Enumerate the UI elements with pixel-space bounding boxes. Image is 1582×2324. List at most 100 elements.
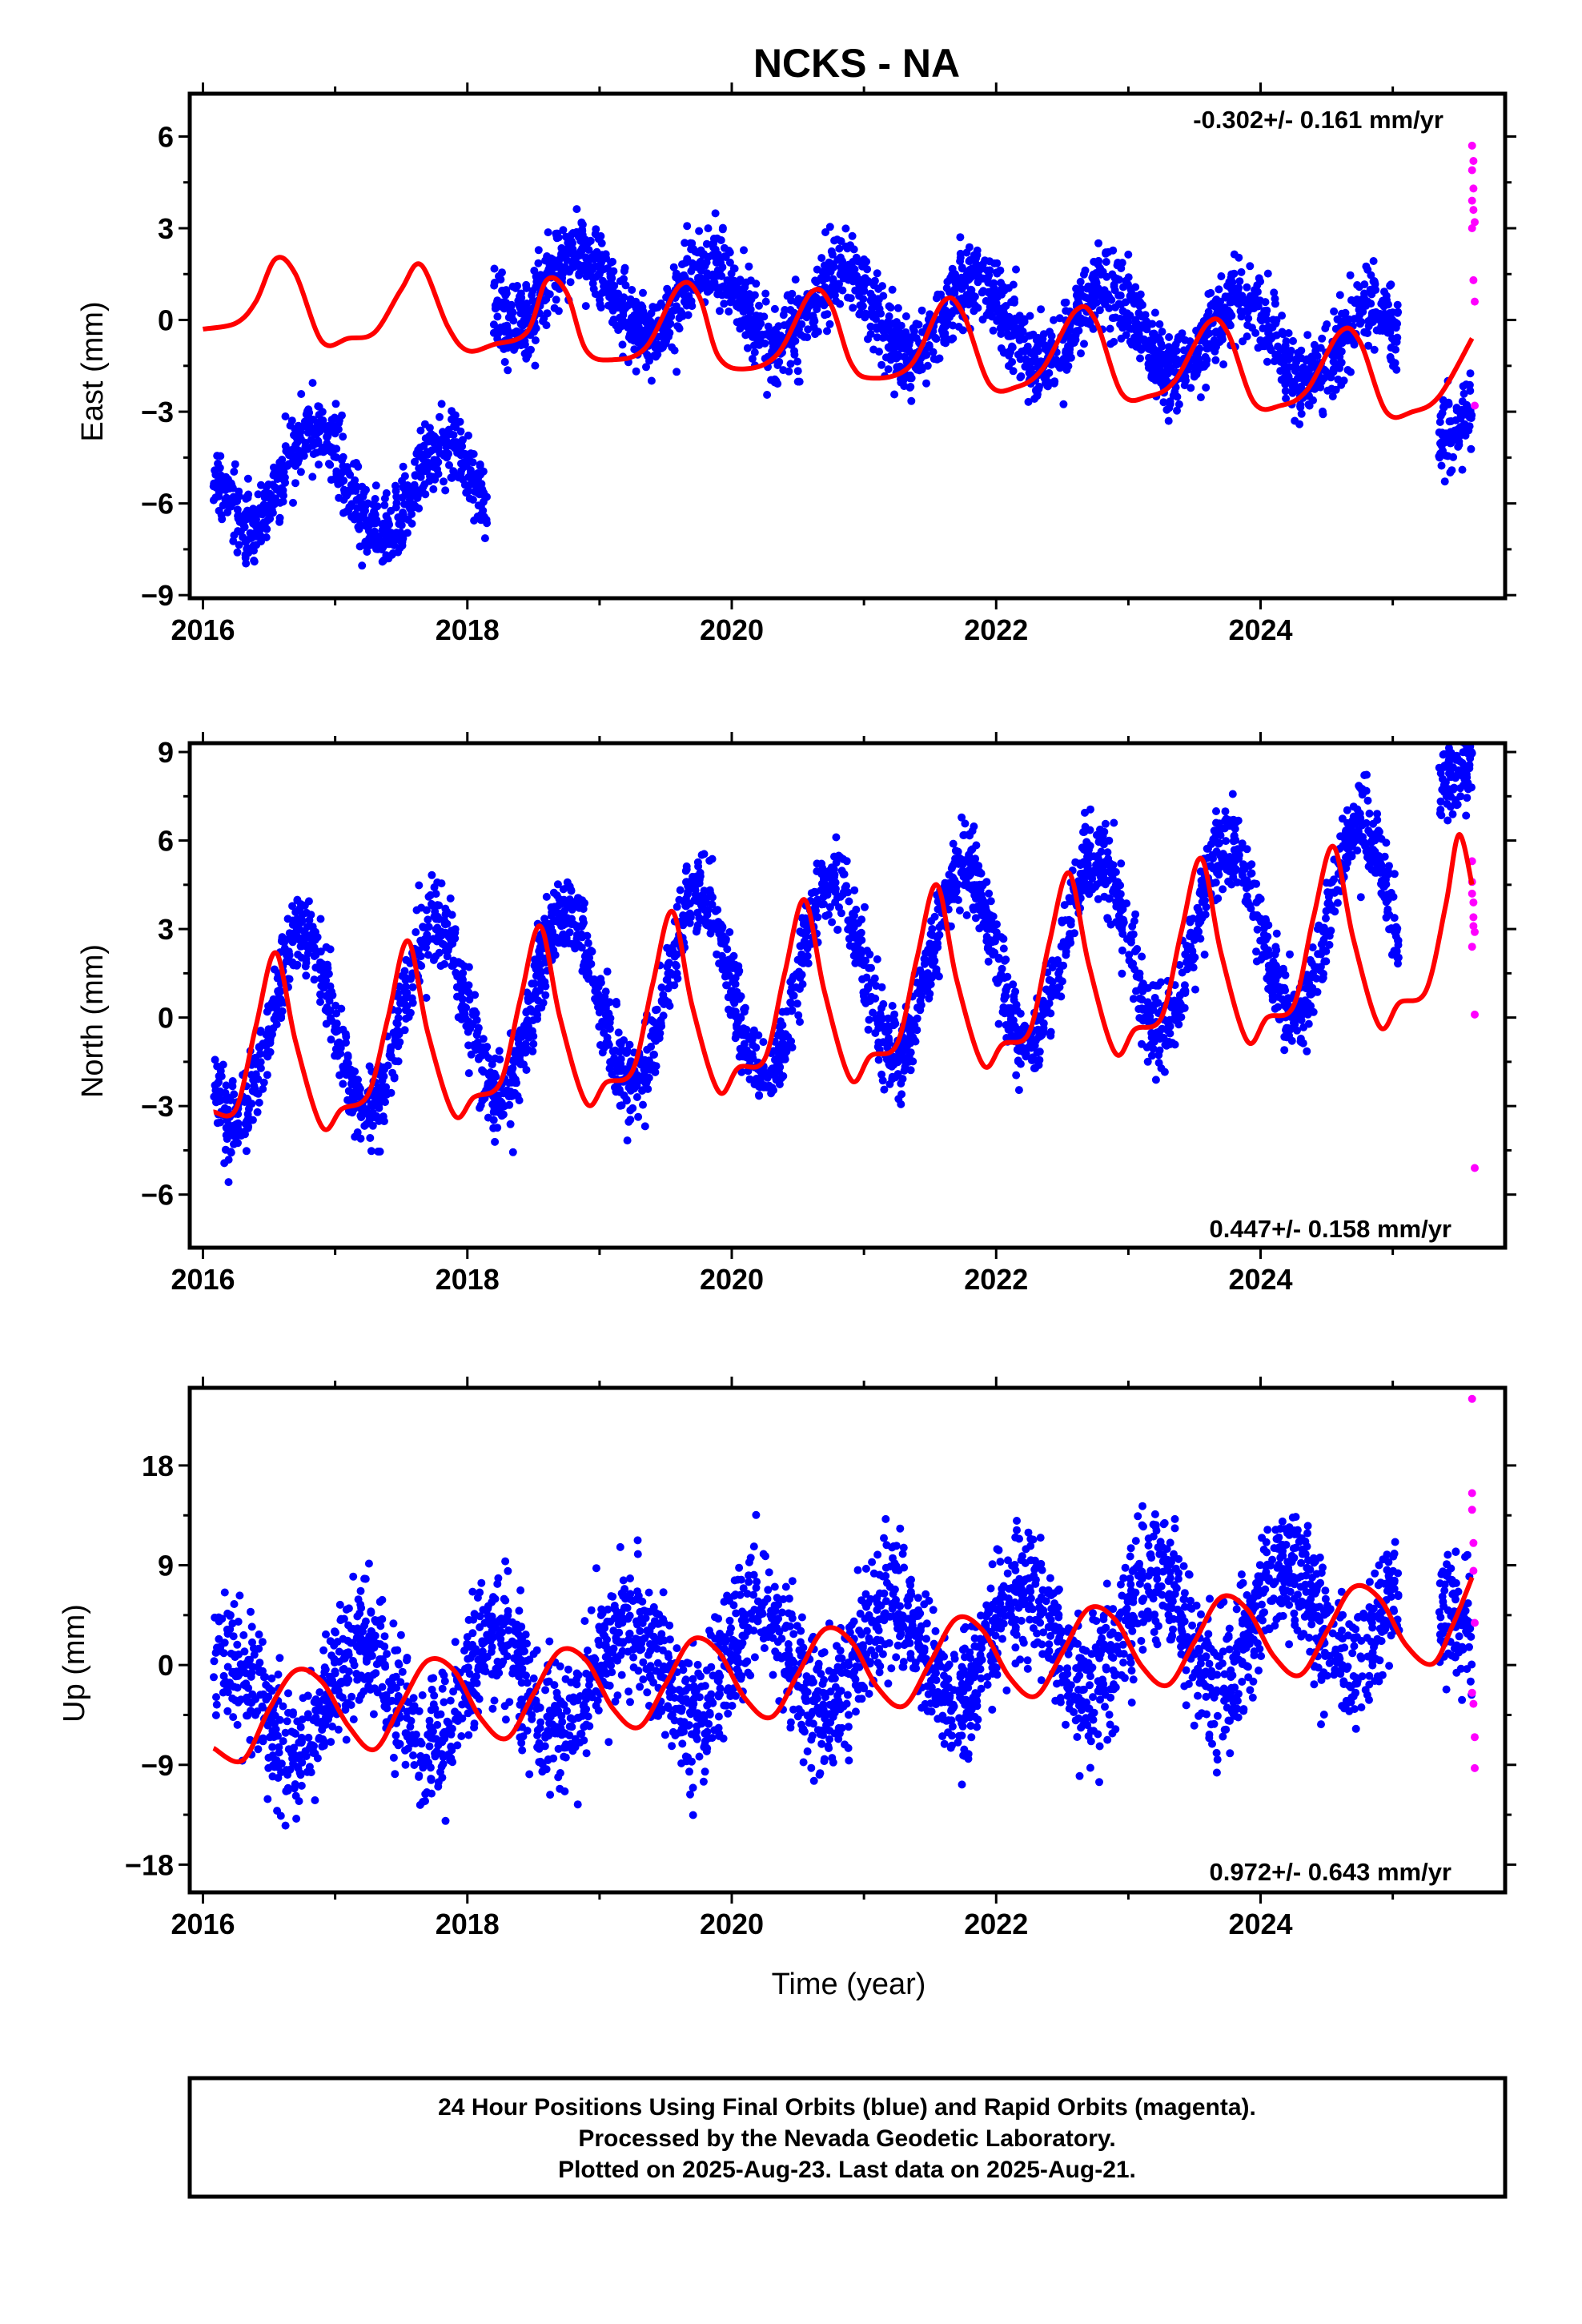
north-final-point bbox=[1330, 875, 1339, 884]
east-final-point bbox=[965, 257, 974, 266]
east-final-point bbox=[996, 310, 1005, 319]
east-final-point bbox=[1437, 461, 1446, 470]
east-final-point bbox=[1080, 340, 1088, 348]
east-final-point bbox=[576, 267, 585, 275]
east-final-point bbox=[901, 312, 910, 320]
east-final-point bbox=[1113, 261, 1122, 270]
east-final-point bbox=[519, 321, 528, 330]
east-final-point bbox=[296, 425, 305, 433]
east-final-point bbox=[304, 405, 313, 414]
east-y-axis-label: East (mm) bbox=[76, 301, 110, 441]
east-final-point bbox=[280, 473, 289, 482]
east-y-tick-label: −3 bbox=[141, 396, 174, 428]
east-final-point bbox=[825, 223, 834, 231]
east-final-point bbox=[254, 490, 263, 499]
east-final-point bbox=[321, 443, 330, 451]
east-final-point bbox=[1033, 392, 1042, 400]
east-final-point bbox=[1435, 428, 1443, 436]
east-final-point bbox=[1142, 341, 1150, 350]
north-final-point bbox=[1000, 995, 1009, 1003]
east-final-point bbox=[1355, 320, 1364, 328]
east-final-point bbox=[717, 259, 725, 267]
east-final-point bbox=[1235, 277, 1244, 286]
east-final-point bbox=[1456, 431, 1465, 440]
east-final-point bbox=[520, 349, 529, 358]
east-final-point bbox=[962, 248, 971, 257]
east-final-point bbox=[1383, 313, 1392, 322]
east-final-point bbox=[1055, 314, 1064, 323]
north-final-point bbox=[1117, 859, 1126, 868]
north-final-point bbox=[1343, 806, 1351, 814]
east-final-point bbox=[244, 490, 253, 499]
north-final-point bbox=[1129, 995, 1138, 1003]
east-final-point bbox=[735, 319, 744, 328]
east-final-point bbox=[774, 322, 783, 331]
east-final-point bbox=[1328, 392, 1337, 400]
east-final-point bbox=[267, 501, 275, 510]
east-final-point bbox=[415, 452, 424, 460]
east-final-point bbox=[329, 444, 338, 453]
east-final-point bbox=[929, 348, 938, 356]
east-final-point bbox=[318, 408, 327, 416]
north-final-point bbox=[862, 973, 871, 982]
east-final-point bbox=[883, 320, 892, 328]
east-final-point bbox=[516, 292, 524, 301]
east-final-point bbox=[608, 296, 616, 304]
east-final-point bbox=[1072, 291, 1081, 300]
east-final-point bbox=[1126, 312, 1134, 320]
east-final-point bbox=[659, 343, 667, 352]
east-final-point bbox=[379, 556, 388, 565]
east-final-point bbox=[430, 432, 439, 440]
east-final-point bbox=[1076, 277, 1085, 286]
east-final-point bbox=[841, 224, 850, 233]
east-y-tick-label: 3 bbox=[158, 212, 174, 245]
north-final-point bbox=[478, 1066, 487, 1075]
east-final-point bbox=[1319, 410, 1327, 419]
north-final-point bbox=[1009, 980, 1018, 989]
north-final-point bbox=[876, 1010, 885, 1018]
east-final-point bbox=[702, 239, 711, 248]
north-final-point bbox=[553, 880, 562, 889]
east-final-point bbox=[956, 233, 965, 242]
east-final-point bbox=[420, 420, 429, 428]
east-final-point bbox=[1004, 362, 1013, 370]
east-final-point bbox=[361, 506, 369, 515]
east-final-point bbox=[1045, 368, 1054, 377]
east-final-point bbox=[811, 276, 820, 285]
east-final-point bbox=[849, 245, 858, 254]
east-final-point bbox=[275, 517, 284, 526]
east-final-point bbox=[1360, 289, 1368, 298]
north-final-point bbox=[297, 953, 306, 962]
east-final-point bbox=[512, 283, 520, 292]
east-final-point bbox=[1459, 382, 1468, 391]
east-final-point bbox=[811, 330, 820, 339]
east-final-point bbox=[829, 276, 837, 285]
east-final-point bbox=[793, 377, 802, 386]
north-final-point bbox=[711, 907, 720, 915]
east-final-point bbox=[324, 421, 333, 430]
east-final-point bbox=[391, 487, 400, 496]
east-final-point bbox=[1017, 372, 1026, 380]
east-final-point bbox=[281, 442, 290, 451]
east-final-point bbox=[392, 499, 401, 508]
north-final-point bbox=[464, 1041, 473, 1050]
north-final-point bbox=[676, 886, 685, 895]
east-final-point bbox=[1368, 318, 1377, 327]
east-final-point bbox=[1186, 337, 1195, 346]
east-final-point bbox=[1166, 400, 1174, 408]
east-final-point bbox=[262, 483, 271, 492]
east-final-point bbox=[879, 292, 888, 300]
east-final-point bbox=[227, 479, 235, 488]
east-final-point bbox=[752, 316, 761, 325]
east-final-point bbox=[652, 304, 660, 312]
north-final-point bbox=[533, 1011, 542, 1019]
east-final-point bbox=[289, 498, 297, 507]
east-final-point bbox=[456, 417, 464, 426]
east-final-point bbox=[733, 300, 742, 308]
east-final-point bbox=[932, 335, 941, 344]
east-final-point bbox=[1271, 295, 1279, 303]
east-final-point bbox=[1254, 344, 1263, 352]
east-final-point bbox=[978, 316, 987, 324]
east-final-point bbox=[509, 316, 518, 325]
east-final-point bbox=[1136, 354, 1144, 363]
